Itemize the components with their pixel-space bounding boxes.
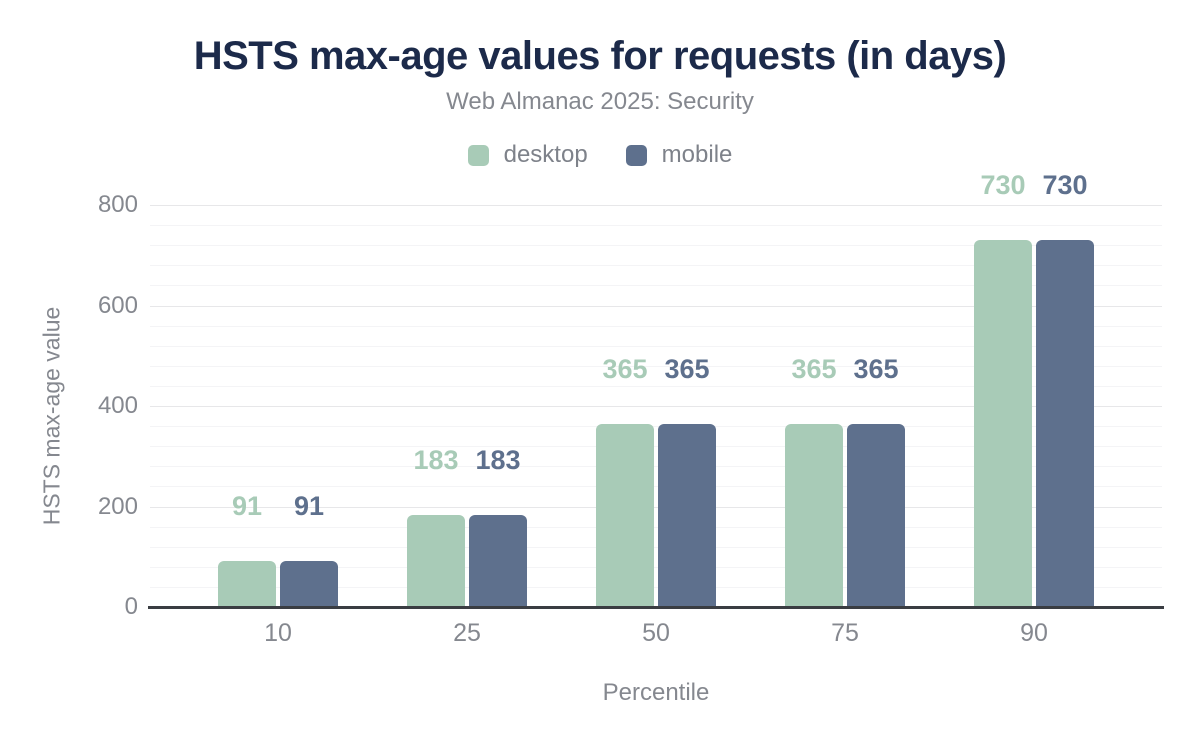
bar-mobile-p75 — [847, 424, 905, 607]
bar-value-label: 365 — [853, 354, 899, 384]
legend-item-mobile[interactable]: mobile — [625, 141, 733, 169]
minor-gridline — [150, 285, 1162, 287]
minor-gridline — [150, 486, 1162, 488]
chart-subtitle: Web Almanac 2025: Security — [446, 88, 754, 115]
major-gridline — [150, 406, 1162, 407]
x-tick-label: 50 — [642, 619, 670, 647]
bar-value-label: 730 — [1042, 170, 1088, 200]
x-axis-line — [148, 606, 1164, 609]
minor-gridline — [150, 426, 1162, 428]
bar-desktop-p25 — [407, 515, 465, 607]
y-tick-label: 0 — [124, 593, 138, 620]
bar-mobile-p50 — [658, 424, 716, 607]
bar-mobile-p90 — [1036, 240, 1094, 607]
major-gridline — [150, 506, 1162, 508]
major-gridline — [150, 205, 1162, 206]
legend-item-desktop[interactable]: desktop — [467, 141, 588, 169]
bar-value-label: 183 — [413, 445, 459, 475]
bar-value-label: 365 — [664, 354, 710, 384]
y-axis-title: HSTS max-age value — [38, 306, 65, 526]
chart-title: HSTS max-age values for requests (in day… — [193, 34, 1007, 78]
legend-label-mobile: mobile — [661, 141, 733, 168]
bar-value-label: 183 — [475, 445, 521, 475]
bar-desktop-p50 — [596, 424, 654, 607]
minor-gridline — [150, 466, 1162, 468]
minor-gridline — [150, 225, 1162, 227]
minor-gridline — [150, 265, 1162, 267]
bar-value-label: 730 — [980, 170, 1026, 200]
mobile-legend-swatch-icon — [625, 144, 647, 166]
bar-desktop-p10 — [218, 561, 276, 607]
x-tick-label: 90 — [1020, 619, 1048, 647]
bar-value-label: 91 — [231, 491, 263, 521]
bar-desktop-p75 — [785, 424, 843, 607]
minor-gridline — [150, 325, 1162, 327]
minor-gridline — [150, 566, 1162, 568]
bar-value-label: 365 — [602, 354, 648, 384]
bar-mobile-p25 — [469, 515, 527, 607]
legend-label-desktop: desktop — [503, 141, 588, 168]
x-tick-label: 75 — [831, 619, 859, 647]
y-tick-label: 200 — [97, 492, 138, 520]
minor-gridline — [150, 546, 1162, 548]
minor-gridline — [150, 245, 1162, 247]
x-tick-label: 10 — [264, 619, 292, 647]
minor-gridline — [150, 446, 1162, 448]
minor-gridline — [150, 365, 1162, 367]
bar-mobile-p10 — [280, 561, 338, 607]
minor-gridline — [150, 526, 1162, 528]
y-tick-label: 600 — [97, 291, 138, 319]
x-axis-title: Percentile — [602, 679, 710, 706]
minor-gridline — [150, 586, 1162, 588]
x-tick-label: 25 — [453, 619, 481, 647]
bar-desktop-p90 — [974, 240, 1032, 607]
y-tick-label: 400 — [97, 392, 138, 419]
minor-gridline — [150, 345, 1162, 347]
major-gridline — [150, 305, 1162, 307]
bar-value-label: 91 — [293, 491, 325, 521]
desktop-legend-swatch-icon — [467, 144, 489, 166]
minor-gridline — [150, 385, 1162, 387]
legend: desktop mobile — [0, 141, 1200, 169]
y-tick-label: 800 — [97, 191, 138, 218]
bar-value-label: 365 — [791, 354, 837, 384]
